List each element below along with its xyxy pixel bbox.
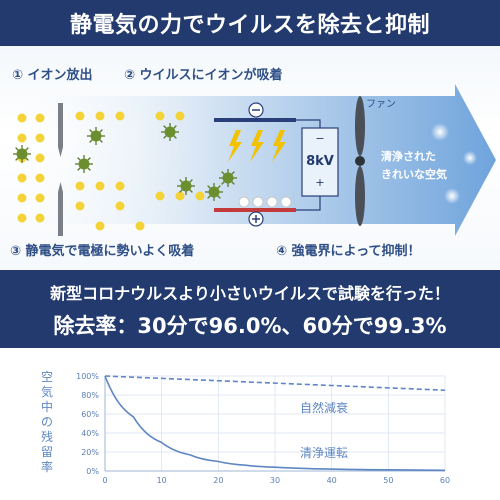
virus-icon	[13, 145, 31, 163]
clean-air-line-1: 清浄された	[381, 150, 436, 163]
x-tick-label: 30	[270, 476, 280, 485]
virus-icon	[219, 169, 237, 187]
ion-particle	[95, 181, 105, 191]
ion-particle	[35, 153, 45, 163]
x-tick-label: 10	[157, 476, 167, 485]
virus-icon	[161, 123, 179, 141]
ion-emitter-bottom	[58, 192, 63, 236]
ion-particle	[17, 173, 27, 183]
y-tick-label: 60%	[81, 410, 99, 419]
y-tick-label: 80%	[81, 391, 99, 400]
step-3-label: ③ 静電気で電極に勢いよく吸着	[10, 244, 195, 259]
lightning-icon	[250, 130, 264, 162]
ion-particle	[195, 191, 205, 201]
ion-particle	[35, 193, 45, 203]
virus-icon	[75, 155, 93, 173]
y-tick-label: 0%	[86, 467, 99, 476]
negative-electrode	[214, 118, 296, 122]
removal-rate: 除去率：30分で96.0%、60分で99.3%	[53, 314, 447, 338]
ion-particle	[35, 173, 45, 183]
ion-emitter-top	[58, 103, 63, 147]
virus-icon	[205, 183, 223, 201]
page-title: 静電気の力でウイルスを除去と抑制	[0, 0, 500, 46]
clean-air-line-2: きれいな空気	[381, 168, 447, 181]
x-tick-label: 50	[383, 476, 393, 485]
series-line-natural	[104, 375, 446, 392]
trapped-particle	[266, 196, 278, 208]
ion-particle	[75, 111, 85, 121]
series-label-natural: 自然減衰	[300, 400, 348, 415]
step-4-label: ④ 強電界によって抑制！	[276, 244, 421, 259]
trapped-particle	[252, 196, 264, 208]
trapped-particle	[280, 196, 292, 208]
x-tick-label: 20	[213, 476, 223, 485]
ion-particle	[17, 113, 27, 123]
ion-particle	[115, 201, 125, 211]
series-line-cleaning	[104, 375, 446, 472]
ion-particle	[115, 181, 125, 191]
step-1-label: ① イオン放出	[12, 68, 93, 83]
mechanism-diagram: ① イオン放出 ② ウイルスにイオンが吸着 ③ 静電気で電極に勢いよく吸着 ④ …	[0, 46, 500, 270]
ion-particle	[95, 111, 105, 121]
series-label-cleaning: 清浄運転	[300, 446, 348, 460]
test-statement: 新型コロナウルスより小さいウイルスで試験を行った！	[50, 284, 450, 303]
lightning-icon	[228, 130, 242, 162]
ion-particle	[155, 111, 165, 121]
ion-particle	[95, 221, 105, 231]
ion-particle	[17, 133, 27, 143]
ion-particle	[17, 193, 27, 203]
ion-particle	[115, 111, 125, 121]
y-tick-label: 40%	[81, 429, 99, 438]
ion-particle	[35, 133, 45, 143]
ion-particle	[35, 213, 45, 223]
ion-particle	[35, 113, 45, 123]
y-axis-label: 空気中の残留率	[40, 370, 53, 474]
fan-label: ファン	[366, 99, 396, 110]
y-tick-label: 20%	[81, 448, 99, 457]
lightning-icon	[272, 130, 286, 162]
airflow-arrow	[0, 84, 496, 236]
virus-icon	[87, 127, 105, 145]
fan-icon	[355, 96, 365, 156]
ion-particle	[17, 213, 27, 223]
voltage-label: 8kV	[306, 154, 334, 169]
x-tick-label: 40	[327, 476, 337, 485]
result-banner: 新型コロナウルスより小さいウイルスで試験を行った！ 除去率：30分で96.0%、…	[0, 270, 500, 348]
ion-particle	[75, 201, 85, 211]
x-tick-label: 60	[440, 476, 450, 485]
ion-particle	[175, 191, 185, 201]
step-2-label: ② ウイルスにイオンが吸着	[124, 68, 283, 83]
diagram-illustration	[0, 84, 496, 236]
power-supply-box	[301, 127, 339, 197]
x-tick-label: 0	[102, 476, 107, 485]
ion-particle	[75, 181, 85, 191]
y-tick-label: 100%	[76, 372, 99, 381]
supply-plus-label: +	[315, 176, 325, 189]
trapped-particle	[238, 196, 250, 208]
supply-minus-label: −	[315, 132, 325, 145]
ion-particle	[155, 191, 165, 201]
ion-particle	[135, 221, 145, 231]
ion-particle	[175, 111, 185, 121]
positive-electrode	[214, 208, 296, 212]
virus-icon	[177, 177, 195, 195]
